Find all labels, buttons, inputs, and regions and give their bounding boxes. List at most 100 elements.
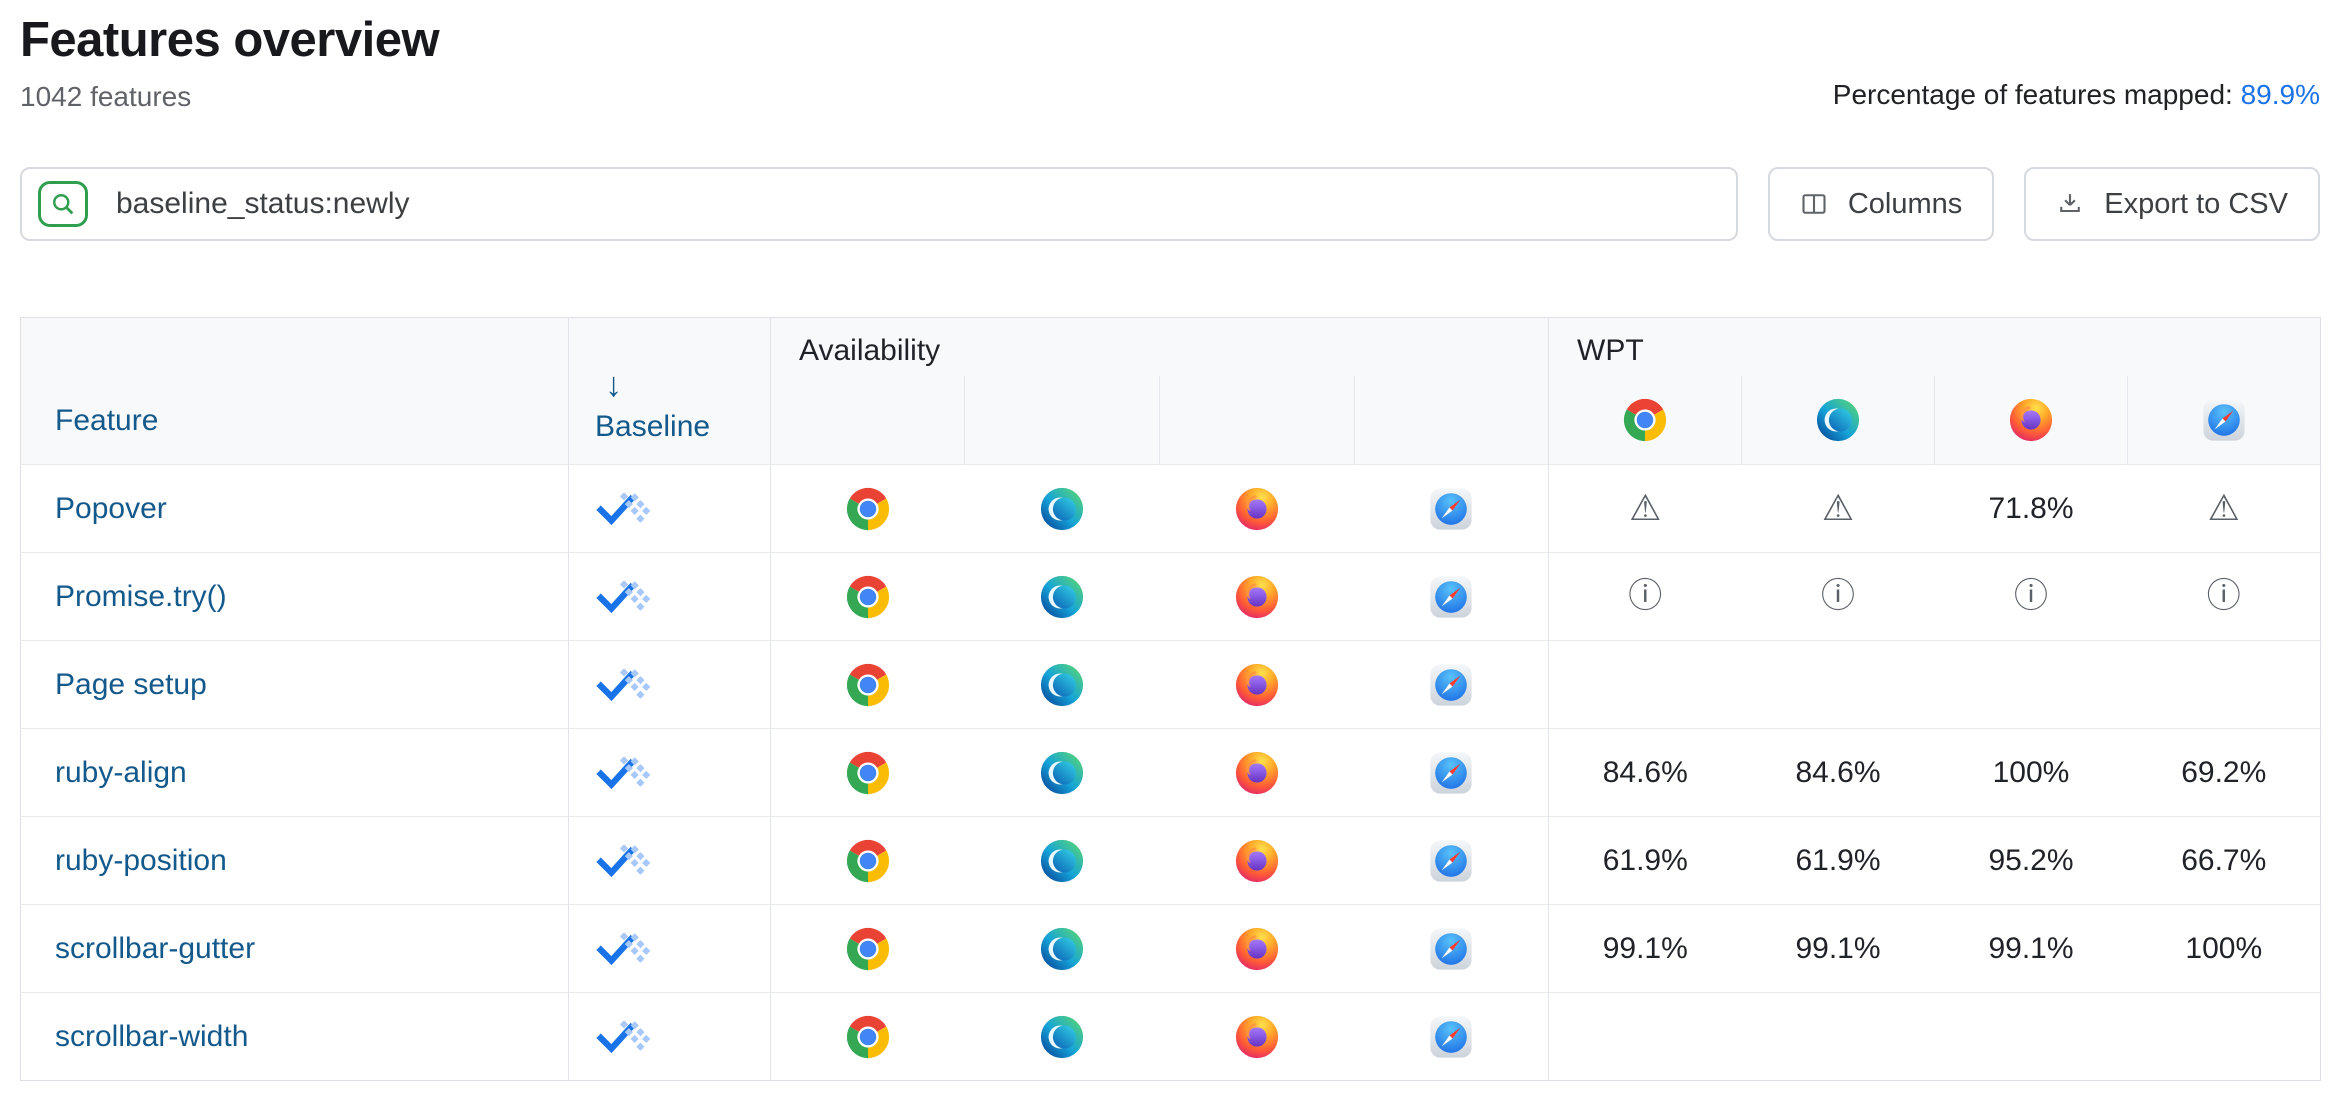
availability-subheader (1159, 375, 1355, 465)
wpt-cell: 95.2% (1934, 816, 2128, 905)
baseline-newly-icon (595, 579, 653, 615)
firefox-icon (1234, 926, 1280, 972)
edge-icon (1039, 486, 1085, 532)
chrome-icon (845, 750, 891, 796)
safari-icon (1428, 926, 1474, 972)
search-box[interactable] (20, 167, 1738, 241)
chrome-icon (1622, 397, 1668, 443)
mapped-percentage: Percentage of features mapped: 89.9% (1833, 79, 2320, 113)
feature-link[interactable]: Page setup (55, 667, 207, 701)
warning-icon: ⚠ (1629, 486, 1662, 528)
export-csv-button[interactable]: Export to CSV (2024, 167, 2320, 241)
toolbar: Columns Export to CSV (20, 167, 2320, 241)
chrome-icon (845, 486, 891, 532)
wpt-cell: ⚠ (1741, 464, 1935, 553)
edge-icon (1039, 838, 1085, 884)
wpt-cell: 84.6% (1548, 728, 1742, 817)
feature-column-header: Feature (20, 317, 569, 465)
chrome-icon (845, 574, 891, 620)
feature-link[interactable]: scrollbar-gutter (55, 931, 256, 965)
availability-subheader (964, 375, 1160, 465)
wpt-cell (1741, 992, 1935, 1081)
safari-icon (1428, 662, 1474, 708)
wpt-cell (2127, 640, 2321, 729)
wpt-cell (1934, 640, 2128, 729)
table-row: Promise.try() ⓘ ⓘ ⓘ ⓘ (20, 552, 2321, 641)
safari-icon (1428, 1014, 1474, 1060)
table-row: Page setup (20, 640, 2321, 729)
firefox-icon (2008, 397, 2054, 443)
wpt-cell: 99.1% (1741, 904, 1935, 993)
edge-icon (1039, 574, 1085, 620)
table-body: Popover ⚠ ⚠ 71.8% ⚠ Promise.try() (20, 464, 2321, 1081)
baseline-sort-link[interactable]: Baseline (595, 410, 711, 443)
search-icon (38, 181, 88, 227)
wpt-cell: 84.6% (1741, 728, 1935, 817)
columns-button[interactable]: Columns (1767, 167, 1995, 241)
mapped-percentage-link[interactable]: 89.9% (2240, 79, 2320, 110)
wpt-cell: ⚠ (1548, 464, 1742, 553)
baseline-column-header: ↓ Baseline (568, 317, 771, 465)
table-row: ruby-position 61.9% 61.9% 95.2% 66.7% (20, 816, 2321, 905)
firefox-icon (1234, 574, 1280, 620)
wpt-edge-subheader (1741, 375, 1935, 465)
table-header: Feature ↓ Baseline Availability WPT (20, 317, 2321, 465)
firefox-icon (1234, 1014, 1280, 1060)
wpt-cell: 69.2% (2127, 728, 2321, 817)
feature-link[interactable]: ruby-align (55, 755, 187, 789)
baseline-newly-icon (595, 843, 653, 879)
firefox-icon (1234, 838, 1280, 884)
edge-icon (1039, 1014, 1085, 1060)
firefox-icon (1234, 486, 1280, 532)
search-input[interactable] (114, 186, 1720, 222)
page-header-left: Features overview 1042 features (20, 6, 440, 113)
wpt-cell (1548, 640, 1742, 729)
table-row: scrollbar-width (20, 992, 2321, 1081)
wpt-cell (2127, 992, 2321, 1081)
wpt-cell (1934, 992, 2128, 1081)
info-icon: ⓘ (2014, 576, 2048, 615)
availability-subheader (770, 375, 965, 465)
availability-subheader (1354, 375, 1549, 465)
wpt-cell: 71.8% (1934, 464, 2128, 553)
mapped-percentage-label: Percentage of features mapped: (1832, 79, 2233, 110)
warning-icon: ⚠ (1821, 486, 1855, 528)
firefox-icon (1234, 750, 1280, 796)
wpt-cell: 61.9% (1548, 816, 1742, 905)
edge-icon (1039, 926, 1085, 972)
wpt-cell: 99.1% (1548, 904, 1742, 993)
info-icon: ⓘ (1821, 576, 1855, 615)
feature-link[interactable]: scrollbar-width (55, 1019, 249, 1053)
table-row: Popover ⚠ ⚠ 71.8% ⚠ (20, 464, 2321, 553)
chrome-icon (845, 662, 891, 708)
feature-count: 1042 features (20, 81, 192, 112)
wpt-cell: ⓘ (1548, 552, 1742, 641)
wpt-cell: 100% (2127, 904, 2321, 993)
feature-link[interactable]: ruby-position (55, 843, 227, 877)
features-overview-page: Features overview 1042 features Percenta… (20, 6, 2322, 1081)
info-icon: ⓘ (1628, 576, 1663, 615)
baseline-newly-icon (595, 931, 653, 967)
wpt-cell: 100% (1934, 728, 2128, 817)
feature-link[interactable]: Popover (55, 491, 167, 525)
chrome-icon (845, 1014, 891, 1060)
edge-icon (1039, 750, 1085, 796)
safari-icon (1428, 838, 1474, 884)
wpt-cell (1548, 992, 1742, 1081)
features-table-container: Feature ↓ Baseline Availability WPT (20, 317, 2322, 1081)
feature-link[interactable]: Promise.try() (55, 579, 227, 613)
page-title: Features overview (20, 13, 440, 67)
safari-icon (1428, 486, 1474, 532)
feature-sort-link[interactable]: Feature (55, 404, 159, 437)
wpt-firefox-subheader (1934, 375, 2128, 465)
columns-button-label: Columns (1847, 187, 1963, 220)
safari-icon (1428, 574, 1474, 620)
wpt-safari-subheader (2126, 375, 2321, 465)
page-header: Features overview 1042 features Percenta… (20, 6, 2320, 113)
wpt-cell: 66.7% (2127, 816, 2321, 905)
firefox-icon (1234, 662, 1280, 708)
baseline-newly-icon (595, 491, 653, 527)
safari-icon (2201, 397, 2247, 443)
features-table: Feature ↓ Baseline Availability WPT (20, 317, 2322, 1081)
info-icon: ⓘ (2206, 576, 2241, 615)
